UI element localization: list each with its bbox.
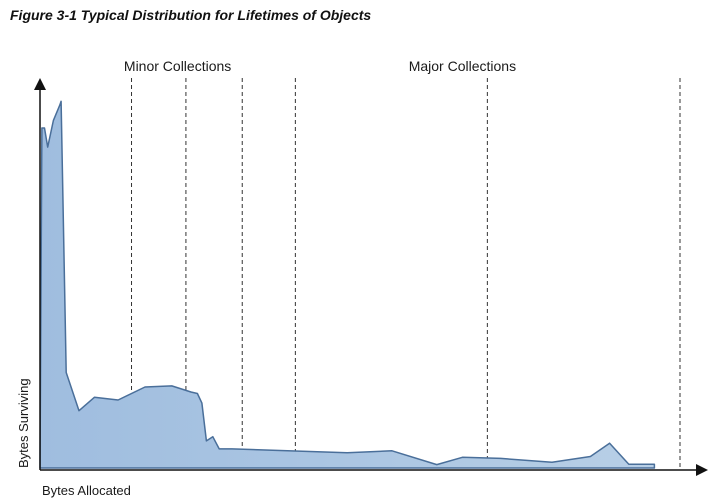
y-axis-label: Bytes Surviving xyxy=(16,378,31,468)
surviving-area xyxy=(39,100,656,469)
minor-collections-label: Minor Collections xyxy=(124,58,231,74)
collection-dividers xyxy=(131,78,681,470)
chart-labels: Bytes Allocated Bytes Surviving Minor Co… xyxy=(16,58,516,498)
major-collections-label: Major Collections xyxy=(409,58,516,74)
figure-title: Figure 3-1 Typical Distribution for Life… xyxy=(10,7,372,23)
x-axis-label: Bytes Allocated xyxy=(42,483,131,498)
axes xyxy=(34,78,708,476)
surviving-bytes-area xyxy=(39,100,656,469)
